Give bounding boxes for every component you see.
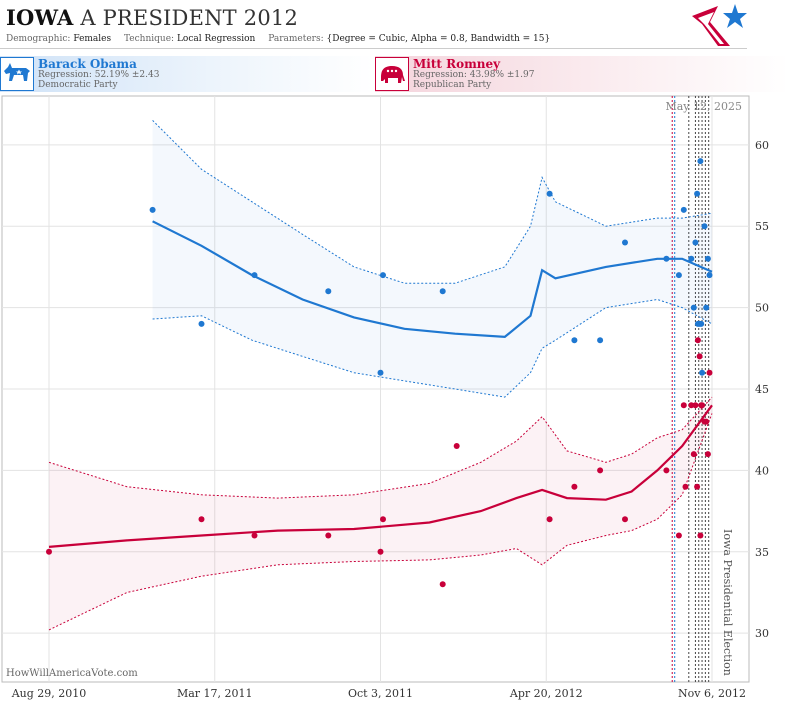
x-tick-label: Aug 29, 2010 (11, 687, 87, 700)
x-tick-label: Apr 20, 2012 (509, 687, 583, 700)
race-name: A PRESIDENT 2012 (80, 6, 299, 30)
romney-confidence-band (49, 397, 712, 630)
romney-poll-point (597, 467, 604, 474)
site-credit: HowWillAmericaVote.com (6, 668, 138, 679)
rep-party: Republican Party (413, 80, 492, 90)
romney-poll-point (439, 581, 446, 588)
romney-poll-point (682, 483, 689, 490)
y-tick-label: 40 (755, 464, 769, 477)
y-tick-label: 35 (755, 546, 769, 559)
romney-poll-point (704, 451, 711, 458)
obama-poll-point (675, 272, 682, 279)
obama-confidence-band (152, 120, 713, 398)
dem-name: Barack Obama (38, 57, 137, 71)
rep-regression: Regression: 43.98% ±1.97 (413, 70, 535, 80)
parameters-label: Parameters: (268, 34, 324, 44)
dem-regression: Regression: 52.19% ±2.43 (38, 70, 160, 80)
y-tick-label: 45 (755, 383, 769, 396)
romney-poll-point (694, 337, 701, 344)
obama-poll-point (325, 288, 332, 295)
parameters-value: {Degree = Cubic, Alpha = 0.8, Bandwidth … (326, 34, 551, 44)
technique-value: Local Regression (176, 34, 256, 44)
obama-poll-point (697, 158, 704, 165)
romney-upper-bound-line (48, 396, 713, 499)
site-logo-icon (692, 4, 747, 46)
obama-poll-point (571, 337, 578, 344)
obama-poll-point (597, 337, 604, 344)
romney-poll-point (694, 483, 701, 490)
obama-poll-point (251, 272, 258, 279)
x-tick-label: Mar 17, 2011 (177, 687, 253, 700)
obama-poll-point (198, 320, 205, 327)
chart-header: IOWA A PRESIDENT 2012 Demographic: Femal… (0, 0, 747, 49)
poll-chart: 30 35 40 45 50 55 60 Aug 29, 2010 Mar 17, 2011 Oc… (1, 95, 769, 700)
romney-poll-point (697, 532, 704, 539)
romney-poll-point (692, 402, 699, 409)
obama-poll-point (380, 272, 386, 279)
romney-poll-point (46, 548, 52, 555)
y-tick-label: 60 (755, 139, 769, 152)
romney-poll-point (198, 516, 205, 523)
obama-poll-point (149, 206, 156, 213)
romney-trend-line (48, 404, 713, 548)
romney-poll-point (380, 516, 386, 523)
y-tick-label: 55 (755, 220, 769, 233)
romney-poll-point (546, 516, 553, 523)
obama-poll-point (663, 255, 670, 262)
romney-poll-point (325, 532, 332, 539)
obama-poll-point (706, 272, 713, 279)
romney-poll-point (703, 418, 710, 425)
romney-poll-point (663, 467, 670, 474)
obama-poll-point (680, 206, 687, 213)
obama-poll-point (701, 223, 708, 230)
parameters-line: Demographic: Females Technique: Local Re… (6, 34, 560, 44)
x-tick-label: Oct 3, 2011 (348, 687, 413, 700)
romney-poll-point (699, 402, 706, 409)
obama-upper-bound-line (152, 120, 713, 284)
donkey-icon (0, 57, 34, 91)
obama-poll-point (694, 190, 701, 197)
technique-label: Technique: (124, 34, 175, 44)
romney-poll-point (377, 548, 384, 555)
romney-poll-point (680, 402, 687, 409)
obama-poll-point (546, 190, 553, 197)
election-label: Iowa Presidential Election (721, 529, 734, 676)
obama-poll-point (699, 369, 706, 376)
romney-poll-point (622, 516, 628, 523)
dem-party: Democratic Party (38, 80, 118, 90)
candidate-dem: Barack Obama Regression: 52.19% ±2.43 De… (0, 56, 375, 92)
romney-poll-point (706, 369, 713, 376)
romney-poll-point (690, 451, 697, 458)
obama-poll-point (703, 304, 710, 311)
demographic-label: Demographic: (6, 34, 71, 44)
obama-poll-point (690, 304, 697, 311)
obama-poll-point (698, 320, 705, 327)
rep-name: Mitt Romney (413, 57, 501, 71)
romney-poll-point (688, 402, 695, 409)
romney-lower-bound-line (48, 413, 713, 631)
romney-poll-point (453, 443, 460, 449)
obama-trend-line (152, 220, 713, 339)
elephant-icon (375, 57, 409, 91)
obama-poll-point (622, 239, 628, 246)
x-tick-label: Nov 6, 2012 (678, 687, 746, 700)
romney-poll-point (675, 532, 682, 539)
obama-lower-bound-line (152, 298, 713, 398)
obama-poll-point (692, 239, 699, 246)
page-title: IOWA A PRESIDENT 2012 (6, 5, 298, 30)
date-label: May 12, 2025 (665, 100, 742, 113)
romney-poll-point (251, 532, 258, 539)
romney-poll-point (696, 353, 703, 360)
obama-poll-point (377, 369, 384, 376)
y-tick-label: 50 (755, 302, 769, 315)
romney-poll-point (571, 483, 578, 490)
obama-poll-point (439, 288, 446, 295)
obama-poll-point (704, 255, 711, 262)
demographic-value: Females (73, 34, 112, 44)
y-tick-label: 30 (755, 627, 769, 640)
candidate-rep: Mitt Romney Regression: 43.98% ±1.97 Rep… (375, 56, 789, 92)
obama-poll-point (688, 255, 695, 262)
state-name: IOWA (6, 5, 74, 30)
